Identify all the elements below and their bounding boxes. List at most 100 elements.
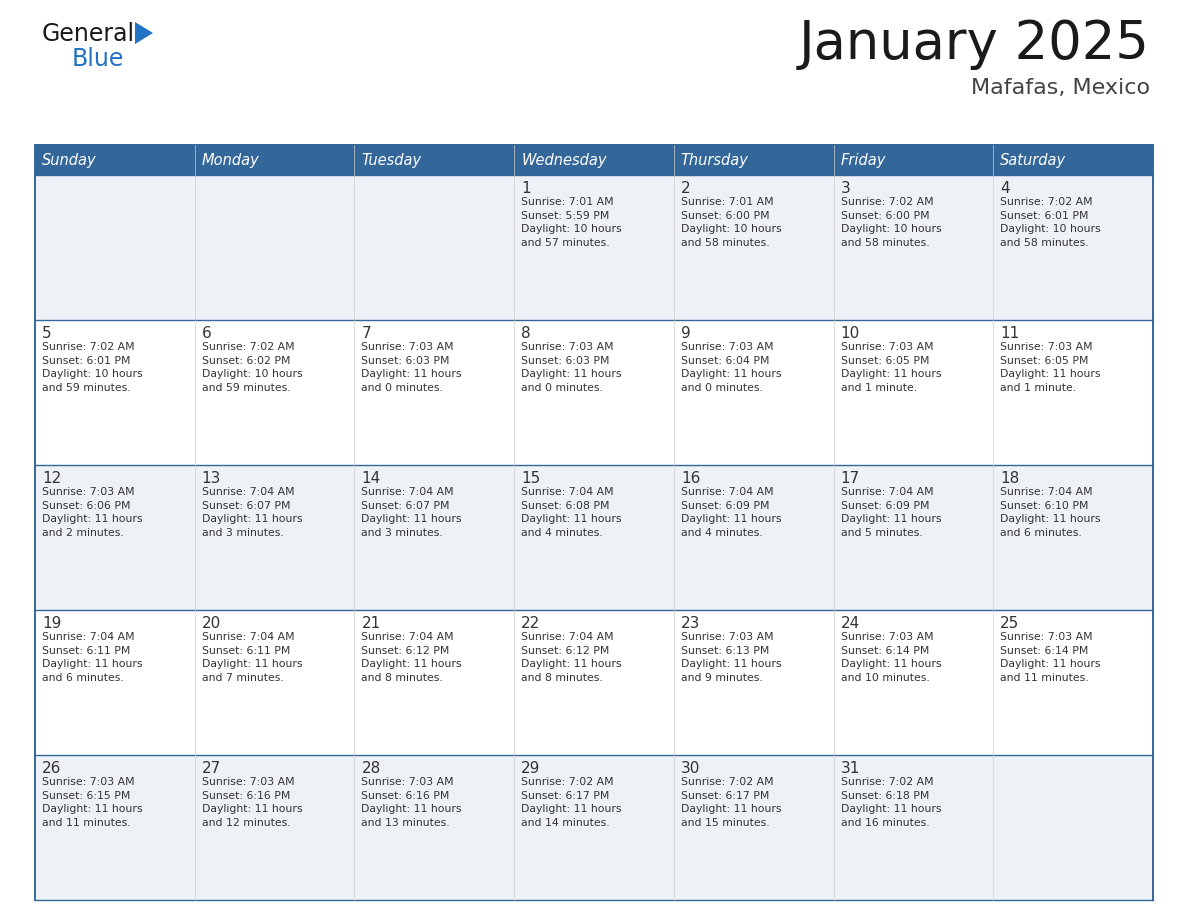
Text: 22: 22 bbox=[522, 616, 541, 631]
Bar bbox=[354, 610, 514, 755]
Text: 4: 4 bbox=[1000, 181, 1010, 196]
Text: 17: 17 bbox=[841, 471, 860, 486]
Text: Blue: Blue bbox=[72, 47, 125, 71]
Bar bbox=[834, 145, 993, 175]
Bar bbox=[514, 145, 674, 175]
Text: Sunrise: 7:02 AM
Sunset: 6:17 PM
Daylight: 11 hours
and 15 minutes.: Sunrise: 7:02 AM Sunset: 6:17 PM Dayligh… bbox=[681, 777, 782, 828]
Bar bbox=[993, 145, 1154, 175]
Text: Sunrise: 7:02 AM
Sunset: 6:17 PM
Daylight: 11 hours
and 14 minutes.: Sunrise: 7:02 AM Sunset: 6:17 PM Dayligh… bbox=[522, 777, 621, 828]
Text: Sunrise: 7:03 AM
Sunset: 6:15 PM
Daylight: 11 hours
and 11 minutes.: Sunrise: 7:03 AM Sunset: 6:15 PM Dayligh… bbox=[42, 777, 143, 828]
Text: Sunrise: 7:03 AM
Sunset: 6:14 PM
Daylight: 11 hours
and 11 minutes.: Sunrise: 7:03 AM Sunset: 6:14 PM Dayligh… bbox=[1000, 632, 1101, 683]
Text: 31: 31 bbox=[841, 761, 860, 776]
Bar bbox=[34, 755, 195, 900]
Text: Thursday: Thursday bbox=[681, 152, 748, 167]
Text: 11: 11 bbox=[1000, 326, 1019, 341]
Text: Sunrise: 7:03 AM
Sunset: 6:05 PM
Daylight: 11 hours
and 1 minute.: Sunrise: 7:03 AM Sunset: 6:05 PM Dayligh… bbox=[1000, 342, 1101, 393]
Text: 14: 14 bbox=[361, 471, 380, 486]
Text: Tuesday: Tuesday bbox=[361, 152, 422, 167]
Bar bbox=[993, 175, 1154, 320]
Text: 18: 18 bbox=[1000, 471, 1019, 486]
Text: General: General bbox=[42, 22, 135, 46]
Text: 21: 21 bbox=[361, 616, 380, 631]
Bar bbox=[834, 175, 993, 320]
Text: 10: 10 bbox=[841, 326, 860, 341]
Text: 25: 25 bbox=[1000, 616, 1019, 631]
Bar bbox=[34, 145, 195, 175]
Bar bbox=[993, 610, 1154, 755]
Text: 19: 19 bbox=[42, 616, 62, 631]
Text: 3: 3 bbox=[841, 181, 851, 196]
Text: 23: 23 bbox=[681, 616, 700, 631]
Text: 20: 20 bbox=[202, 616, 221, 631]
Bar bbox=[354, 320, 514, 465]
Bar bbox=[195, 320, 354, 465]
Bar bbox=[514, 175, 674, 320]
Bar bbox=[674, 465, 834, 610]
Text: Sunrise: 7:04 AM
Sunset: 6:12 PM
Daylight: 11 hours
and 8 minutes.: Sunrise: 7:04 AM Sunset: 6:12 PM Dayligh… bbox=[361, 632, 462, 683]
Bar bbox=[834, 755, 993, 900]
Text: 8: 8 bbox=[522, 326, 531, 341]
Text: Sunrise: 7:04 AM
Sunset: 6:10 PM
Daylight: 11 hours
and 6 minutes.: Sunrise: 7:04 AM Sunset: 6:10 PM Dayligh… bbox=[1000, 487, 1101, 538]
Text: Friday: Friday bbox=[841, 152, 886, 167]
Bar bbox=[674, 145, 834, 175]
Bar bbox=[674, 610, 834, 755]
Text: 6: 6 bbox=[202, 326, 211, 341]
Text: 12: 12 bbox=[42, 471, 62, 486]
Text: Sunrise: 7:02 AM
Sunset: 6:01 PM
Daylight: 10 hours
and 59 minutes.: Sunrise: 7:02 AM Sunset: 6:01 PM Dayligh… bbox=[42, 342, 143, 393]
Text: Sunday: Sunday bbox=[42, 152, 96, 167]
Text: Sunrise: 7:04 AM
Sunset: 6:09 PM
Daylight: 11 hours
and 4 minutes.: Sunrise: 7:04 AM Sunset: 6:09 PM Dayligh… bbox=[681, 487, 782, 538]
Bar bbox=[993, 320, 1154, 465]
Text: Sunrise: 7:03 AM
Sunset: 6:14 PM
Daylight: 11 hours
and 10 minutes.: Sunrise: 7:03 AM Sunset: 6:14 PM Dayligh… bbox=[841, 632, 941, 683]
Text: Saturday: Saturday bbox=[1000, 152, 1067, 167]
Text: 13: 13 bbox=[202, 471, 221, 486]
Text: Sunrise: 7:03 AM
Sunset: 6:05 PM
Daylight: 11 hours
and 1 minute.: Sunrise: 7:03 AM Sunset: 6:05 PM Dayligh… bbox=[841, 342, 941, 393]
Text: Sunrise: 7:01 AM
Sunset: 5:59 PM
Daylight: 10 hours
and 57 minutes.: Sunrise: 7:01 AM Sunset: 5:59 PM Dayligh… bbox=[522, 197, 621, 248]
Bar bbox=[834, 320, 993, 465]
Text: 16: 16 bbox=[681, 471, 700, 486]
Text: Mafafas, Mexico: Mafafas, Mexico bbox=[971, 78, 1150, 98]
Bar bbox=[993, 465, 1154, 610]
Text: 5: 5 bbox=[42, 326, 51, 341]
Bar bbox=[514, 755, 674, 900]
Bar bbox=[354, 145, 514, 175]
Text: 24: 24 bbox=[841, 616, 860, 631]
Text: Wednesday: Wednesday bbox=[522, 152, 607, 167]
Text: Sunrise: 7:04 AM
Sunset: 6:12 PM
Daylight: 11 hours
and 8 minutes.: Sunrise: 7:04 AM Sunset: 6:12 PM Dayligh… bbox=[522, 632, 621, 683]
Bar bbox=[674, 755, 834, 900]
Bar bbox=[354, 175, 514, 320]
Bar bbox=[195, 175, 354, 320]
Text: January 2025: January 2025 bbox=[800, 18, 1150, 70]
Text: 1: 1 bbox=[522, 181, 531, 196]
Bar bbox=[834, 465, 993, 610]
Text: 15: 15 bbox=[522, 471, 541, 486]
Text: Sunrise: 7:02 AM
Sunset: 6:02 PM
Daylight: 10 hours
and 59 minutes.: Sunrise: 7:02 AM Sunset: 6:02 PM Dayligh… bbox=[202, 342, 302, 393]
Bar bbox=[195, 465, 354, 610]
Bar bbox=[674, 175, 834, 320]
Text: Sunrise: 7:04 AM
Sunset: 6:11 PM
Daylight: 11 hours
and 7 minutes.: Sunrise: 7:04 AM Sunset: 6:11 PM Dayligh… bbox=[202, 632, 302, 683]
Bar bbox=[195, 145, 354, 175]
Text: Sunrise: 7:03 AM
Sunset: 6:06 PM
Daylight: 11 hours
and 2 minutes.: Sunrise: 7:03 AM Sunset: 6:06 PM Dayligh… bbox=[42, 487, 143, 538]
Polygon shape bbox=[135, 22, 153, 44]
Text: Monday: Monday bbox=[202, 152, 259, 167]
Text: 28: 28 bbox=[361, 761, 380, 776]
Bar bbox=[34, 610, 195, 755]
Text: Sunrise: 7:02 AM
Sunset: 6:00 PM
Daylight: 10 hours
and 58 minutes.: Sunrise: 7:02 AM Sunset: 6:00 PM Dayligh… bbox=[841, 197, 941, 248]
Bar bbox=[34, 320, 195, 465]
Bar bbox=[354, 465, 514, 610]
Text: 2: 2 bbox=[681, 181, 690, 196]
Text: Sunrise: 7:03 AM
Sunset: 6:03 PM
Daylight: 11 hours
and 0 minutes.: Sunrise: 7:03 AM Sunset: 6:03 PM Dayligh… bbox=[361, 342, 462, 393]
Text: Sunrise: 7:04 AM
Sunset: 6:07 PM
Daylight: 11 hours
and 3 minutes.: Sunrise: 7:04 AM Sunset: 6:07 PM Dayligh… bbox=[361, 487, 462, 538]
Bar bbox=[34, 175, 195, 320]
Text: Sunrise: 7:03 AM
Sunset: 6:04 PM
Daylight: 11 hours
and 0 minutes.: Sunrise: 7:03 AM Sunset: 6:04 PM Dayligh… bbox=[681, 342, 782, 393]
Text: 9: 9 bbox=[681, 326, 690, 341]
Bar bbox=[354, 755, 514, 900]
Text: Sunrise: 7:01 AM
Sunset: 6:00 PM
Daylight: 10 hours
and 58 minutes.: Sunrise: 7:01 AM Sunset: 6:00 PM Dayligh… bbox=[681, 197, 782, 248]
Text: 7: 7 bbox=[361, 326, 371, 341]
Text: Sunrise: 7:03 AM
Sunset: 6:13 PM
Daylight: 11 hours
and 9 minutes.: Sunrise: 7:03 AM Sunset: 6:13 PM Dayligh… bbox=[681, 632, 782, 683]
Bar bbox=[514, 610, 674, 755]
Bar bbox=[834, 610, 993, 755]
Text: Sunrise: 7:02 AM
Sunset: 6:01 PM
Daylight: 10 hours
and 58 minutes.: Sunrise: 7:02 AM Sunset: 6:01 PM Dayligh… bbox=[1000, 197, 1101, 248]
Text: 27: 27 bbox=[202, 761, 221, 776]
Text: Sunrise: 7:03 AM
Sunset: 6:16 PM
Daylight: 11 hours
and 12 minutes.: Sunrise: 7:03 AM Sunset: 6:16 PM Dayligh… bbox=[202, 777, 302, 828]
Text: Sunrise: 7:04 AM
Sunset: 6:08 PM
Daylight: 11 hours
and 4 minutes.: Sunrise: 7:04 AM Sunset: 6:08 PM Dayligh… bbox=[522, 487, 621, 538]
